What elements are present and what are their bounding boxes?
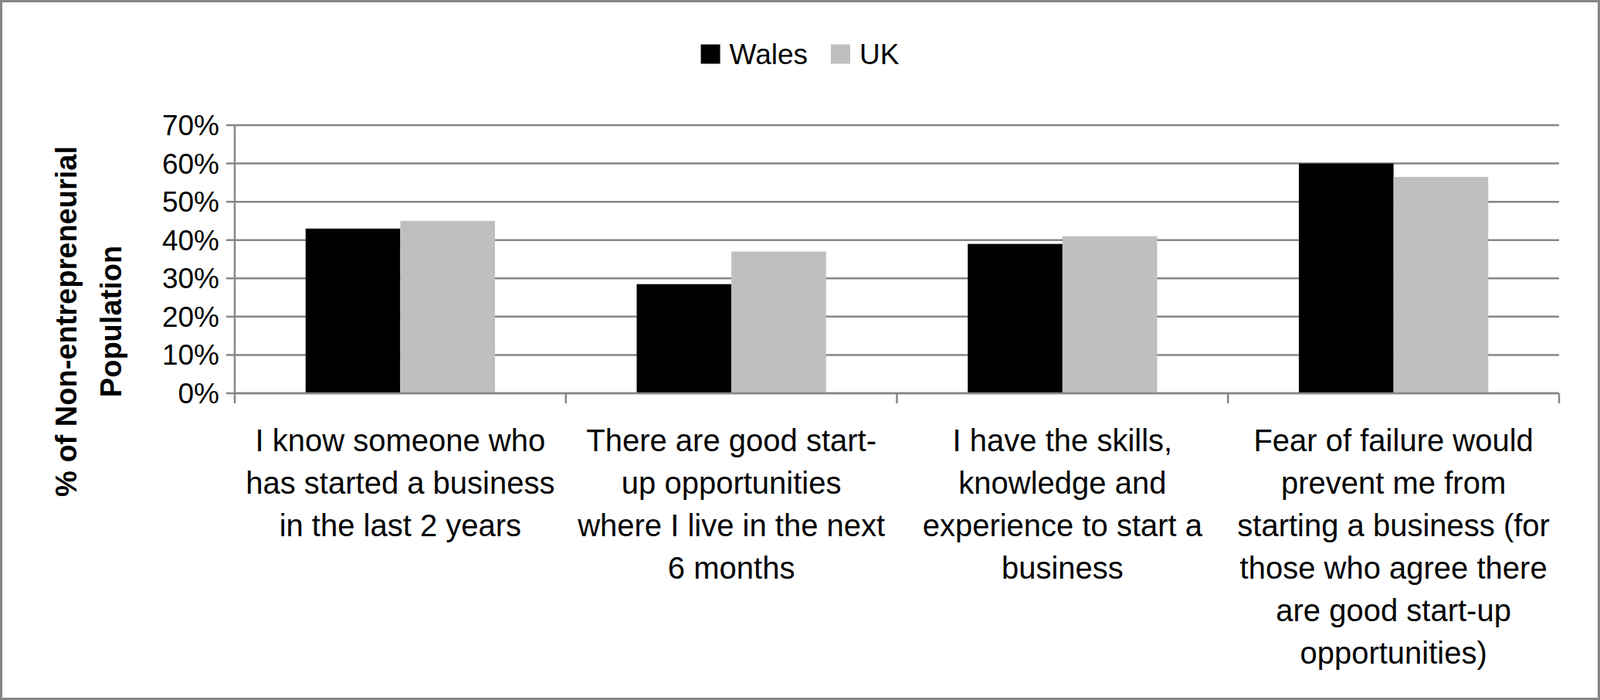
x-tick-label-line: Fear of failure would [1253,423,1533,458]
x-tick [895,393,899,404]
x-tick-label-line: I know someone who [254,423,546,458]
legend-swatch [701,44,721,65]
bar [1393,176,1489,394]
y-tick [226,238,235,241]
legend-item: UK [830,38,900,71]
x-tick [565,393,568,404]
bar [1298,163,1394,394]
x-tick [1558,393,1561,404]
x-tick-label: I have the skills, knowledge and experienc… [922,423,1204,585]
y-tick-label: 0% [178,377,220,410]
x-tick-label-line: 6 months [667,550,796,585]
y-tick [226,200,235,204]
y-tick-label: 10% [162,338,220,371]
x-tick-label-line: I have the skills, [952,423,1173,458]
x-tick [1227,393,1230,404]
y-tick [226,392,235,395]
legend-label: UK [859,38,900,71]
bar [305,228,401,394]
y-axis-title-line: % of Non-entrepreneurial [50,145,83,497]
x-tick-label-line: prevent me from [1281,465,1506,500]
bars [305,163,1489,394]
x-tick-label-line: business [1001,550,1124,585]
y-axis-title-line: Population [94,245,128,397]
y-tick [226,353,235,356]
x-tick [233,393,237,404]
y-tick [226,277,235,280]
bar [967,244,1063,394]
y-tick [226,315,235,319]
legend-swatch [830,44,851,65]
x-tick-label-line: starting a business (for [1237,508,1550,543]
x-tick-label-line: in the last 2 years [279,508,523,543]
chart: 0% 10% 20% 30% 40% 50% 60% 70% % of Non-entrepre… [0,0,1600,700]
bar [637,284,733,394]
y-axis-title: % of Non-entrepreneurial Population [50,145,128,497]
y-tick-label: 20% [162,301,220,333]
y-tick-label: 50% [162,186,220,218]
x-tick-label-line: are good start-up [1275,593,1512,628]
x-tick-label: I know someone who has started a business… [245,423,555,543]
y-tick [226,124,235,127]
x-tick-label-line: knowledge and [958,465,1167,500]
y-tick-label: 40% [162,224,220,257]
x-tick-label-line: up opportunities [621,465,842,500]
x-tick-label: Fear of failure would prevent me from star… [1237,423,1550,670]
chart-frame [1,1,1600,699]
y-tick-label: 30% [162,262,220,295]
x-tick-label-line: has started a business [245,465,555,500]
x-tick-label: There are good start-up opportunities whe… [576,423,885,585]
bar [1062,236,1158,394]
x-tick-label-line: opportunities) [1299,635,1487,670]
grid-line [234,124,1560,127]
x-tick-label-line: where I live in the next [576,508,885,543]
x-tick-label-line: experience to start a [922,508,1204,543]
y-axis-line [233,125,237,394]
y-tick-label: 60% [162,148,220,180]
y-tick [226,162,235,165]
legend-item: Wales [701,38,808,71]
bar [731,251,827,394]
legend: Wales UK [701,38,900,71]
legend-label: Wales [729,38,808,71]
x-tick-label-line: those who agree there [1240,550,1548,585]
bar [400,220,495,394]
x-tick-label-line: There are good start- [586,423,877,458]
y-tick-label: 70% [162,109,220,142]
